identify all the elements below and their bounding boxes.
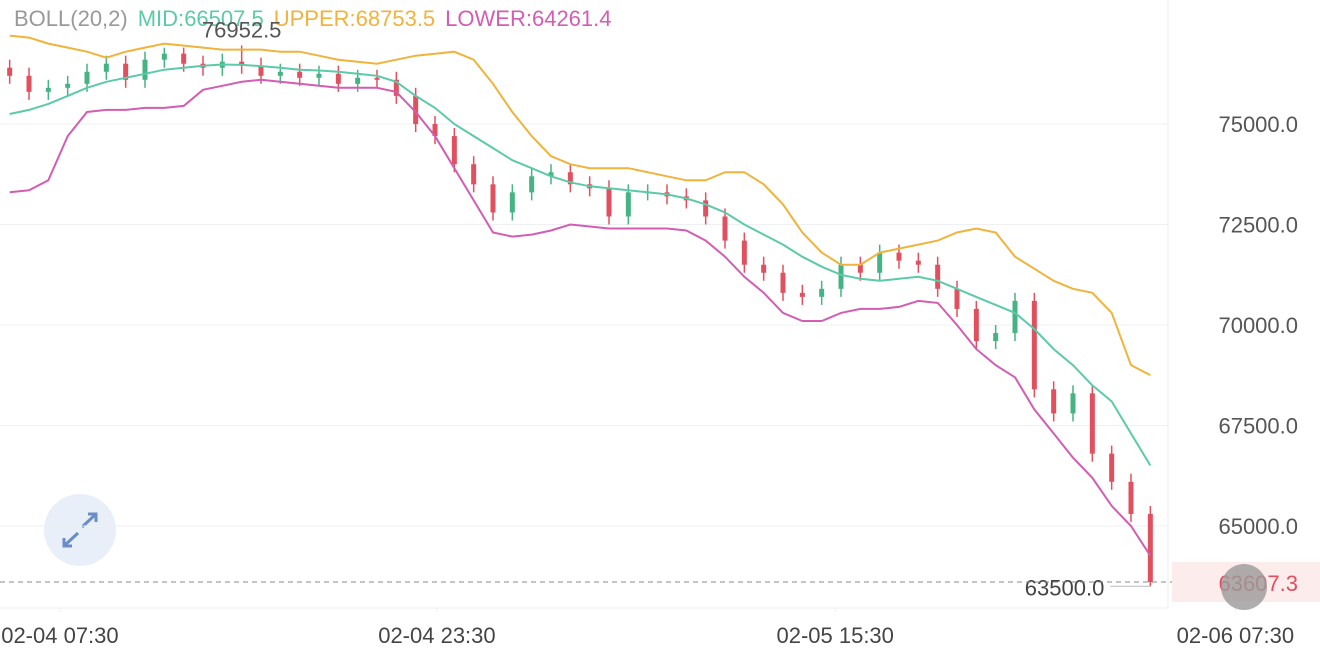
- legend-value: 68753.5: [356, 6, 436, 31]
- candle-body: [567, 172, 573, 185]
- candle-body: [1109, 453, 1115, 482]
- expand-circle: [44, 494, 116, 566]
- candle-body: [393, 79, 399, 96]
- candle-body: [625, 192, 631, 217]
- candle-body: [123, 63, 129, 80]
- candle-body: [838, 264, 844, 289]
- candle-body: [258, 65, 264, 76]
- x-tick-label: 02-04 07:30: [1, 623, 118, 648]
- candle-body: [451, 136, 457, 165]
- candle-body: [45, 87, 51, 92]
- candle-body: [993, 333, 999, 342]
- candle-body: [877, 252, 883, 273]
- candle-body: [181, 53, 187, 64]
- candle-body: [703, 200, 709, 217]
- indicator-title: BOLL(20,2): [14, 6, 128, 31]
- legend-name: UPPER:: [274, 6, 356, 31]
- candle-body: [277, 71, 283, 76]
- y-tick-label: 72500.0: [1218, 213, 1298, 238]
- x-tick-label: 02-04 23:30: [378, 623, 495, 648]
- candle-body: [915, 260, 921, 265]
- y-tick-label: 75000.0: [1218, 112, 1298, 137]
- y-tick-label: 65000.0: [1218, 514, 1298, 539]
- legend-value: 66507.5: [184, 6, 264, 31]
- band-line: [9, 63, 1152, 466]
- band-line: [9, 34, 1151, 376]
- candle-body: [1089, 393, 1095, 454]
- candle-body: [161, 53, 167, 60]
- candle-body: [84, 71, 90, 84]
- candle-body: [548, 172, 554, 177]
- candle-body: [1070, 393, 1076, 414]
- logo-watermark: [1221, 563, 1267, 610]
- candle-body: [142, 59, 148, 80]
- legend-name: LOWER:: [445, 6, 532, 31]
- candle-body: [26, 75, 32, 92]
- candle-body: [509, 192, 515, 213]
- expand-button[interactable]: [44, 494, 116, 566]
- candle-body: [973, 308, 979, 342]
- candle-body: [297, 71, 303, 78]
- candle-body: [935, 264, 941, 289]
- candle-body: [490, 184, 496, 213]
- candle-body: [529, 176, 535, 193]
- candle-body: [761, 264, 767, 273]
- band-line: [9, 78, 1152, 557]
- y-tick-label: 70000.0: [1218, 313, 1298, 338]
- candle-body: [374, 77, 380, 80]
- high-label: 76952.5: [202, 18, 282, 43]
- y-tick-label: 67500.0: [1218, 413, 1298, 438]
- candle-body: [1128, 481, 1134, 514]
- candle-body: [471, 164, 477, 185]
- candle-body: [335, 73, 341, 84]
- low-label: 63500.0: [1025, 575, 1105, 600]
- candle-body: [316, 73, 322, 78]
- candle-body: [799, 292, 805, 297]
- candle-body: [65, 83, 71, 88]
- expand-icon: [62, 512, 98, 548]
- legend: BOLL(20,2) MID:66507.5 UPPER:68753.5 LOWER:…: [14, 6, 612, 31]
- candle-body: [1051, 389, 1057, 414]
- candle-body: [722, 216, 728, 241]
- candle-body: [819, 288, 825, 297]
- candle-body: [857, 264, 863, 273]
- candle-body: [780, 272, 786, 293]
- candle-body: [7, 67, 13, 76]
- candle-body: [1012, 300, 1018, 334]
- candle-body: [954, 288, 960, 309]
- candle-body: [896, 252, 902, 261]
- candle-body: [103, 63, 109, 72]
- legend-name: MID:: [138, 6, 184, 31]
- candle-body: [1147, 513, 1153, 582]
- x-tick-label: 02-05 15:30: [776, 623, 893, 648]
- candle-body: [239, 61, 245, 66]
- candle-body: [413, 95, 419, 125]
- candle-body: [741, 240, 747, 265]
- candle-body: [1031, 300, 1037, 390]
- candle-body: [432, 124, 438, 137]
- candle-body: [606, 188, 612, 217]
- candle-body: [355, 77, 361, 84]
- x-tick-label: 02-06 07:30: [1177, 623, 1294, 648]
- legend-value: 64261.4: [532, 6, 612, 31]
